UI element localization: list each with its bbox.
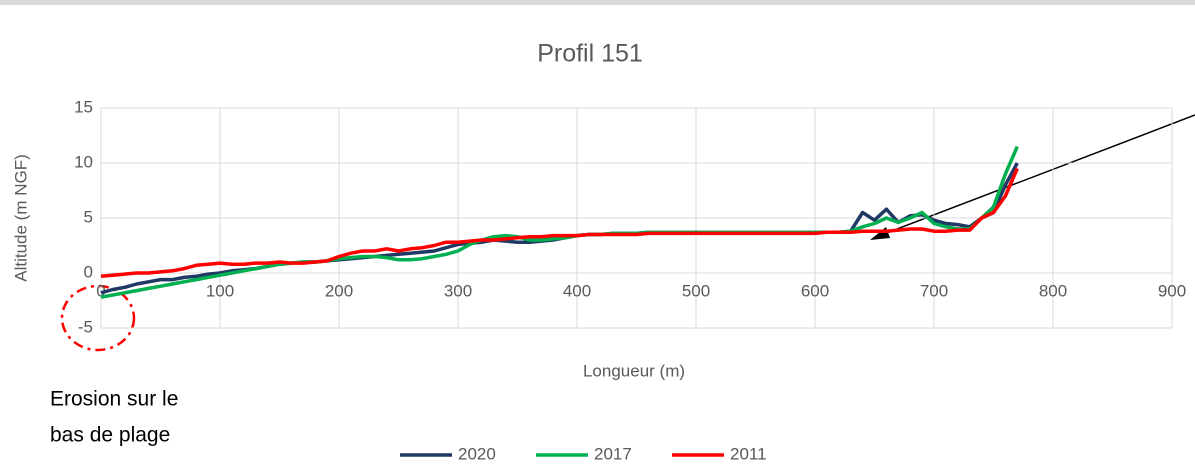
x-tick-label: 300 (444, 281, 472, 300)
data-line (100, 145, 1019, 299)
x-tick-label: 600 (801, 281, 829, 300)
top-border (0, 0, 1195, 5)
y-tick-label: 0 (84, 262, 93, 281)
legend-label: 2020 (458, 444, 496, 463)
y-tick-label: 5 (84, 207, 93, 226)
legend-label: 2017 (594, 444, 632, 463)
x-tick-label: 700 (920, 281, 948, 300)
legend-label: 2011 (730, 444, 767, 463)
legend: 2020 2017 2011 (400, 444, 767, 463)
arrow-line (883, 114, 1195, 235)
x-axis-label: Longueur (m) (583, 361, 685, 380)
y-tick-label: 15 (74, 97, 93, 116)
x-tick-label: 500 (682, 281, 710, 300)
x-tick-label: 900 (1158, 281, 1186, 300)
y-tick-label: 10 (74, 152, 93, 171)
chart-title: Profil 151 (537, 40, 643, 68)
highlight-circle (60, 284, 136, 352)
x-tick-label: 800 (1039, 281, 1067, 300)
x-tick-label: 200 (325, 281, 353, 300)
annotation: bas de plage (50, 424, 170, 447)
arrow-head (870, 227, 890, 240)
x-tick-label: 100 (206, 281, 234, 300)
y-axis-label: Altitude (m NGF) (11, 154, 30, 282)
annotation: Erosion sur le (50, 388, 178, 411)
x-tick-label: 400 (563, 281, 591, 300)
data-line (100, 167, 1019, 279)
y-tick-label: -5 (78, 317, 93, 336)
